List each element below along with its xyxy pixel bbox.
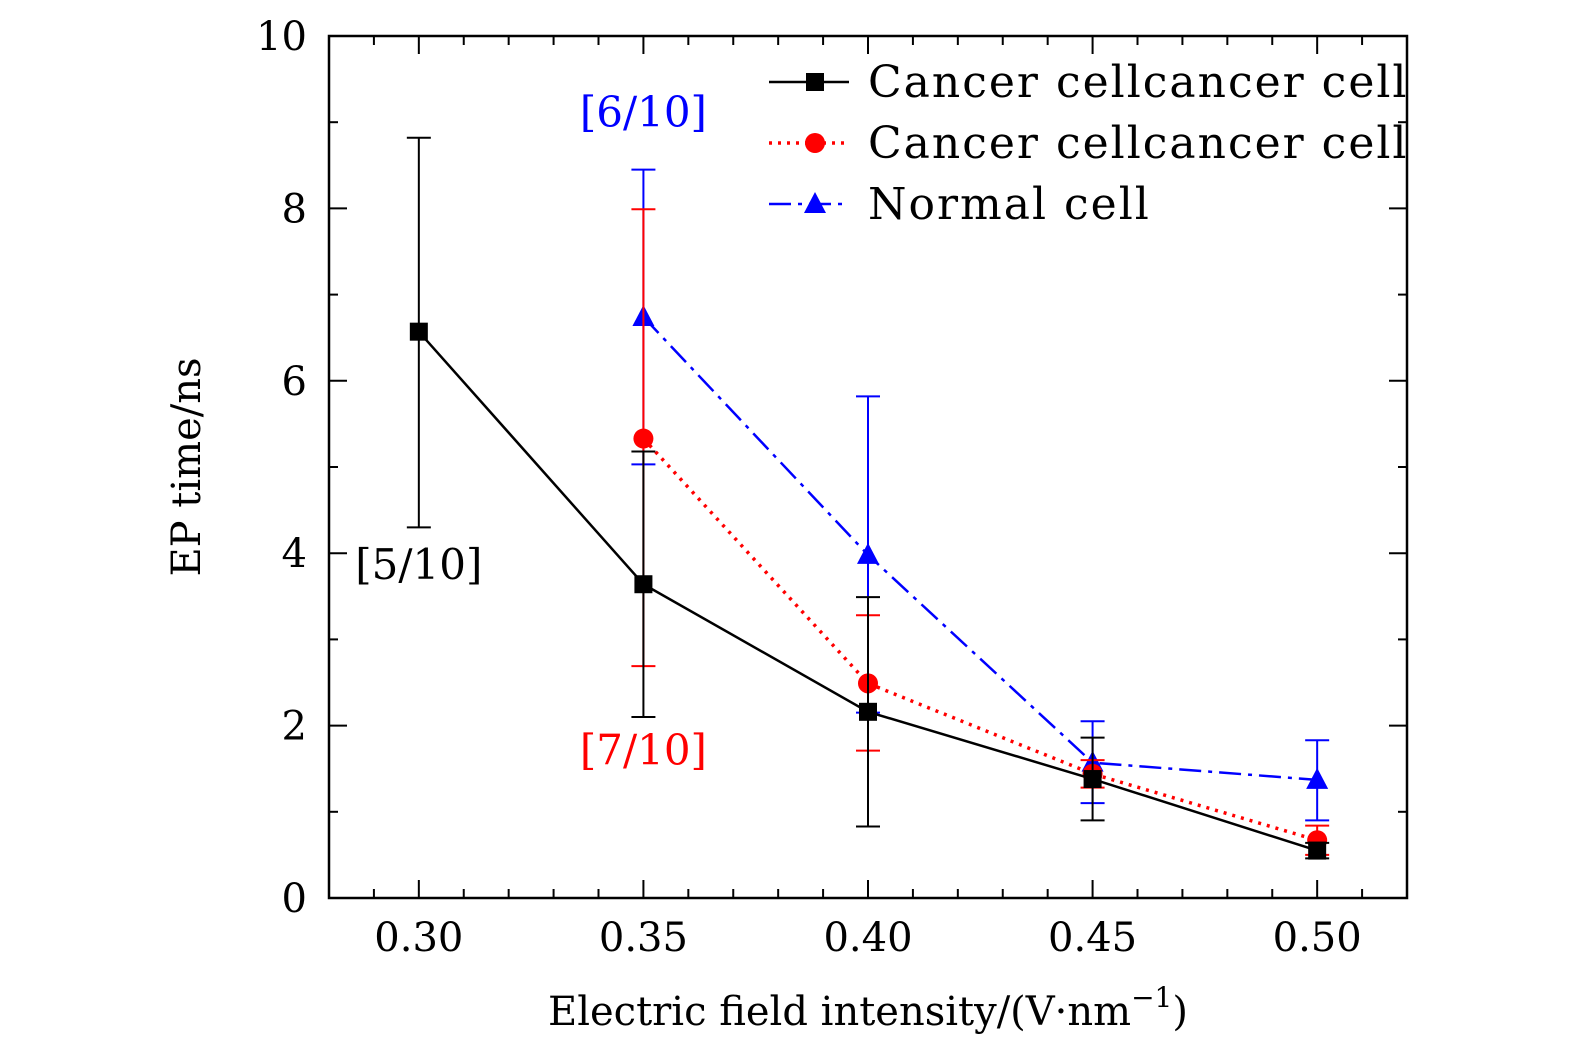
data-point	[859, 702, 877, 721]
data-point	[1306, 767, 1329, 789]
legend-label: Normal cell	[868, 179, 1151, 230]
x-tick-label: 0.45	[1048, 915, 1137, 961]
legend-label: Cancer cellcancer cell	[868, 57, 1409, 108]
y-tick-label: 4	[282, 531, 307, 577]
series-line	[642, 316, 1318, 782]
annotations: [5/10] [6/10] [7/10]	[355, 88, 707, 775]
point-annotation: [6/10]	[580, 88, 707, 137]
y-tick-label: 8	[282, 186, 307, 232]
data-point	[633, 428, 654, 449]
legend-marker	[804, 192, 826, 213]
legend-label: Cancer cellcancer cell	[868, 118, 1409, 169]
point-annotation: [7/10]	[580, 725, 707, 774]
data-point	[857, 542, 879, 564]
axis-tick-labels: 0.30 0.35 0.40 0.45 0.50 0 2 4 6 8 10	[256, 14, 1362, 961]
data-point	[409, 322, 428, 341]
series-triangle	[631, 168, 1330, 822]
data-point	[1308, 841, 1327, 860]
x-axis-title-close: )	[1172, 989, 1188, 1035]
axis-ticks	[329, 35, 1407, 899]
x-axis-title-unit-exponent: −1	[1131, 981, 1172, 1014]
x-tick-label: 0.35	[599, 915, 688, 961]
series-circle	[631, 208, 1330, 856]
legend-marker	[805, 133, 825, 153]
data-point	[1083, 770, 1102, 789]
y-tick-label: 6	[282, 359, 307, 405]
data-point	[634, 575, 653, 594]
x-tick-label: 0.30	[374, 915, 463, 961]
y-tick-label: 10	[256, 14, 307, 60]
y-tick-label: 0	[282, 876, 307, 922]
y-axis-title: EP time/ns	[164, 357, 210, 576]
point-annotation: [5/10]	[355, 540, 482, 589]
series-square	[406, 136, 1330, 860]
x-axis-title: Electric field intensity/(V·nm−1)	[548, 981, 1188, 1035]
legend-marker	[806, 73, 824, 91]
series-line	[642, 437, 1318, 842]
x-axis-title-main: Electric field intensity/(V·nm	[548, 989, 1131, 1035]
x-tick-label: 0.40	[823, 915, 912, 961]
series-layer	[406, 136, 1330, 860]
x-tick-label: 0.50	[1273, 915, 1362, 961]
y-tick-label: 2	[282, 704, 307, 750]
legend: Cancer cellcancer cell Cancer cellcancer …	[769, 57, 1409, 230]
